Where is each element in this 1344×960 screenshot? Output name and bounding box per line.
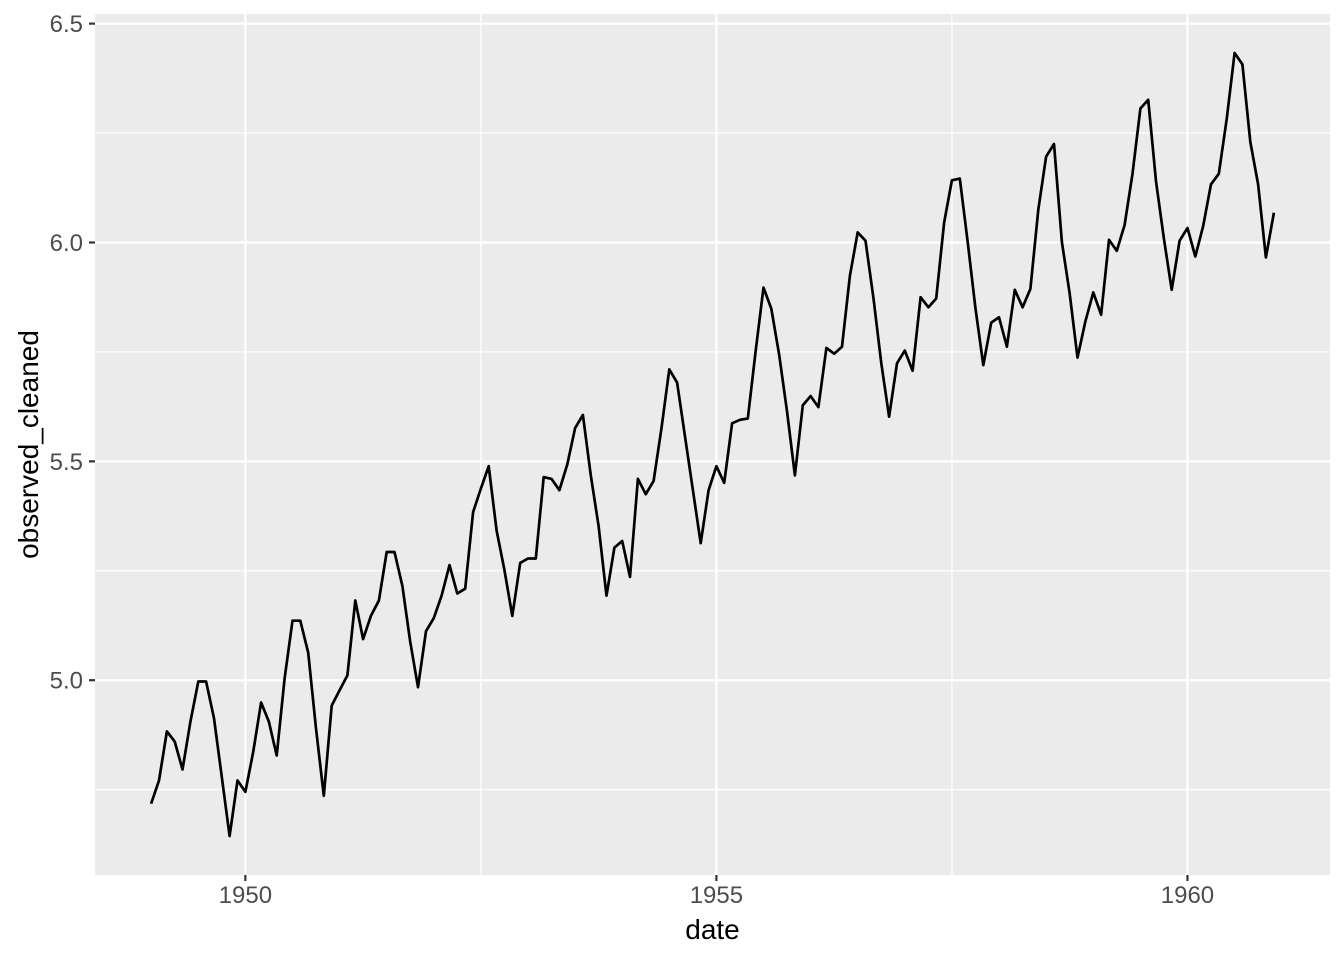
x-tick-label: 1955 xyxy=(690,882,743,909)
y-tick-label: 5.0 xyxy=(50,668,83,695)
y-tick-label: 5.5 xyxy=(50,449,83,476)
axis-tick-marks xyxy=(89,22,1189,881)
minor-gridlines xyxy=(95,14,1330,875)
y-axis-tick-labels: 5.0 5.5 6.0 6.5 xyxy=(50,11,83,695)
y-axis-title: observed_cleaned xyxy=(13,330,44,559)
major-gridlines xyxy=(95,14,1330,875)
y-tick-label: 6.5 xyxy=(50,11,83,38)
plot-panel xyxy=(95,14,1330,875)
x-axis-title: date xyxy=(685,914,740,945)
x-axis-tick-labels: 1950 1955 1960 xyxy=(219,882,1214,909)
series-line xyxy=(149,51,1276,838)
y-tick-label: 6.0 xyxy=(50,230,83,257)
x-tick-label: 1950 xyxy=(219,882,272,909)
x-tick-label: 1960 xyxy=(1161,882,1214,909)
